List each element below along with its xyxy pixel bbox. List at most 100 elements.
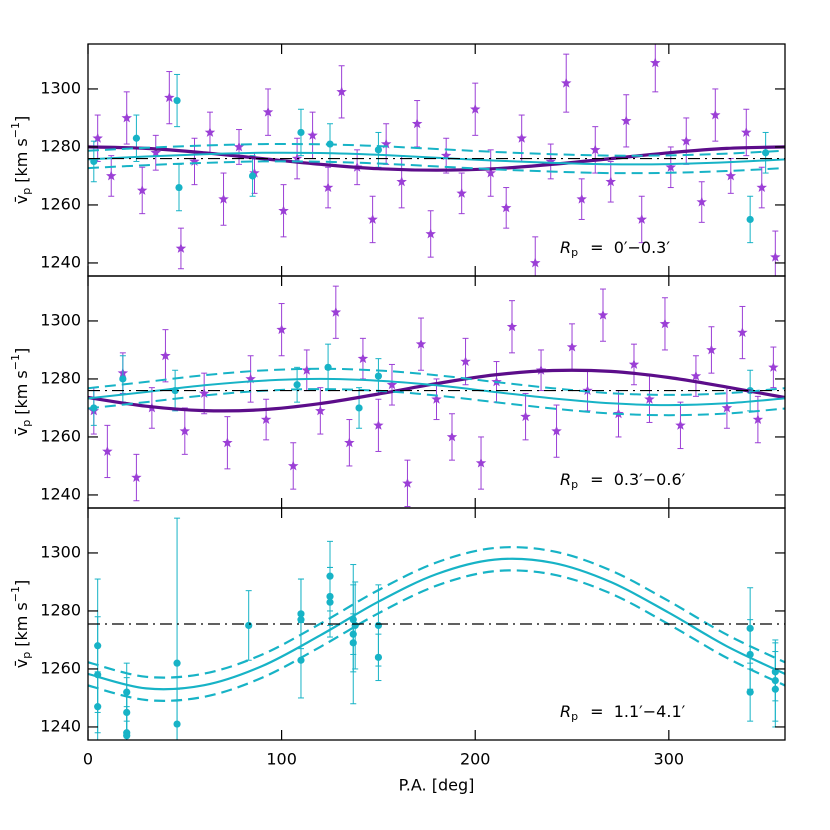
point: [102, 445, 113, 456]
point: [233, 141, 245, 152]
y-label-symbol: v̄: [12, 195, 31, 204]
point: [440, 150, 452, 161]
plot-area: [88, 44, 785, 276]
point: [582, 385, 593, 395]
y-tick-label: 1260: [40, 426, 81, 445]
y-label-symbol: v̄: [12, 427, 31, 436]
annotation: Rp = 0.3′−0.6′: [560, 470, 686, 492]
annotation: Rp = 1.1′−4.1′: [560, 702, 686, 724]
point: [485, 167, 496, 178]
y-label-subscript: p: [20, 188, 33, 195]
fit-curve: [88, 569, 785, 702]
point: [636, 213, 647, 224]
point: [245, 373, 256, 384]
y-label-superscript: −1: [9, 354, 22, 370]
point: [336, 86, 347, 97]
annotation-symbol: R: [560, 470, 571, 489]
point: [380, 138, 392, 149]
point: [762, 149, 770, 157]
point: [396, 176, 407, 187]
point: [248, 172, 257, 180]
point: [357, 353, 369, 364]
point: [659, 318, 671, 329]
y-tick-label: 1280: [40, 600, 81, 619]
point: [374, 621, 383, 630]
point: [262, 106, 274, 117]
point: [374, 653, 383, 661]
y-label-close: ]: [12, 116, 31, 122]
y-tick-label: 1280: [40, 368, 81, 387]
point: [746, 688, 754, 696]
y-label-subscript: p: [20, 652, 33, 659]
point: [402, 477, 413, 488]
point: [561, 77, 572, 88]
y-label-subscript: p: [20, 420, 33, 427]
point: [373, 419, 384, 430]
panel-frame: [87, 507, 786, 741]
y-tick-label: 1240: [40, 716, 81, 735]
annotation-symbol: R: [560, 702, 571, 721]
point: [696, 196, 707, 207]
point: [175, 183, 183, 192]
y-tick-label: 1300: [40, 310, 81, 329]
y-label-text: [km s: [12, 370, 31, 415]
point: [278, 205, 289, 216]
point: [173, 720, 181, 728]
y-label-superscript: −1: [9, 122, 22, 138]
point: [501, 202, 512, 213]
point: [721, 402, 733, 413]
point: [344, 437, 355, 448]
point: [121, 112, 132, 123]
point: [576, 193, 587, 204]
y-label-symbol: v̄: [12, 659, 31, 668]
point: [173, 96, 181, 105]
annotation: Rp = 0′−0.3′: [560, 238, 670, 260]
point: [374, 372, 383, 380]
point: [746, 215, 754, 224]
x-axis-label: P.A. [deg]: [399, 776, 475, 795]
point: [249, 167, 260, 178]
fit-curve: [88, 142, 785, 157]
annotation-text: = 0.3′−0.6′: [590, 470, 686, 489]
point: [411, 118, 423, 129]
x-tick-label: 0: [83, 750, 93, 769]
point: [665, 161, 676, 172]
x-tick-label: 200: [460, 750, 491, 769]
point: [198, 387, 210, 398]
y-tick-label: 1300: [40, 542, 81, 561]
plot-area: [88, 517, 785, 740]
y-tick-label: 1240: [40, 484, 81, 503]
fit-curve: [88, 145, 785, 172]
point: [545, 155, 556, 166]
point: [119, 375, 127, 383]
point: [132, 134, 141, 142]
point: [301, 364, 312, 375]
point: [123, 732, 131, 740]
point: [415, 338, 427, 349]
point: [681, 135, 692, 146]
point: [460, 356, 471, 366]
point: [297, 128, 305, 137]
point: [706, 344, 717, 355]
point: [315, 405, 326, 416]
y-axis-label: v̄p [km s−1]: [9, 116, 33, 204]
point: [297, 616, 305, 624]
point: [516, 132, 527, 143]
point: [690, 370, 702, 381]
point: [260, 414, 272, 424]
point: [710, 109, 721, 120]
point: [137, 184, 148, 195]
point: [175, 242, 187, 253]
point: [218, 193, 229, 204]
y-axis-label: v̄p [km s−1]: [9, 348, 33, 436]
point: [160, 350, 171, 361]
point: [330, 306, 342, 317]
y-label-close: ]: [12, 348, 31, 354]
annotation-text: = 1.1′−4.1′: [590, 702, 686, 721]
point: [293, 381, 301, 389]
annotation-symbol: R: [560, 238, 571, 257]
point: [768, 361, 779, 372]
point: [530, 257, 541, 268]
fit-curve: [88, 368, 785, 413]
point: [597, 309, 609, 320]
